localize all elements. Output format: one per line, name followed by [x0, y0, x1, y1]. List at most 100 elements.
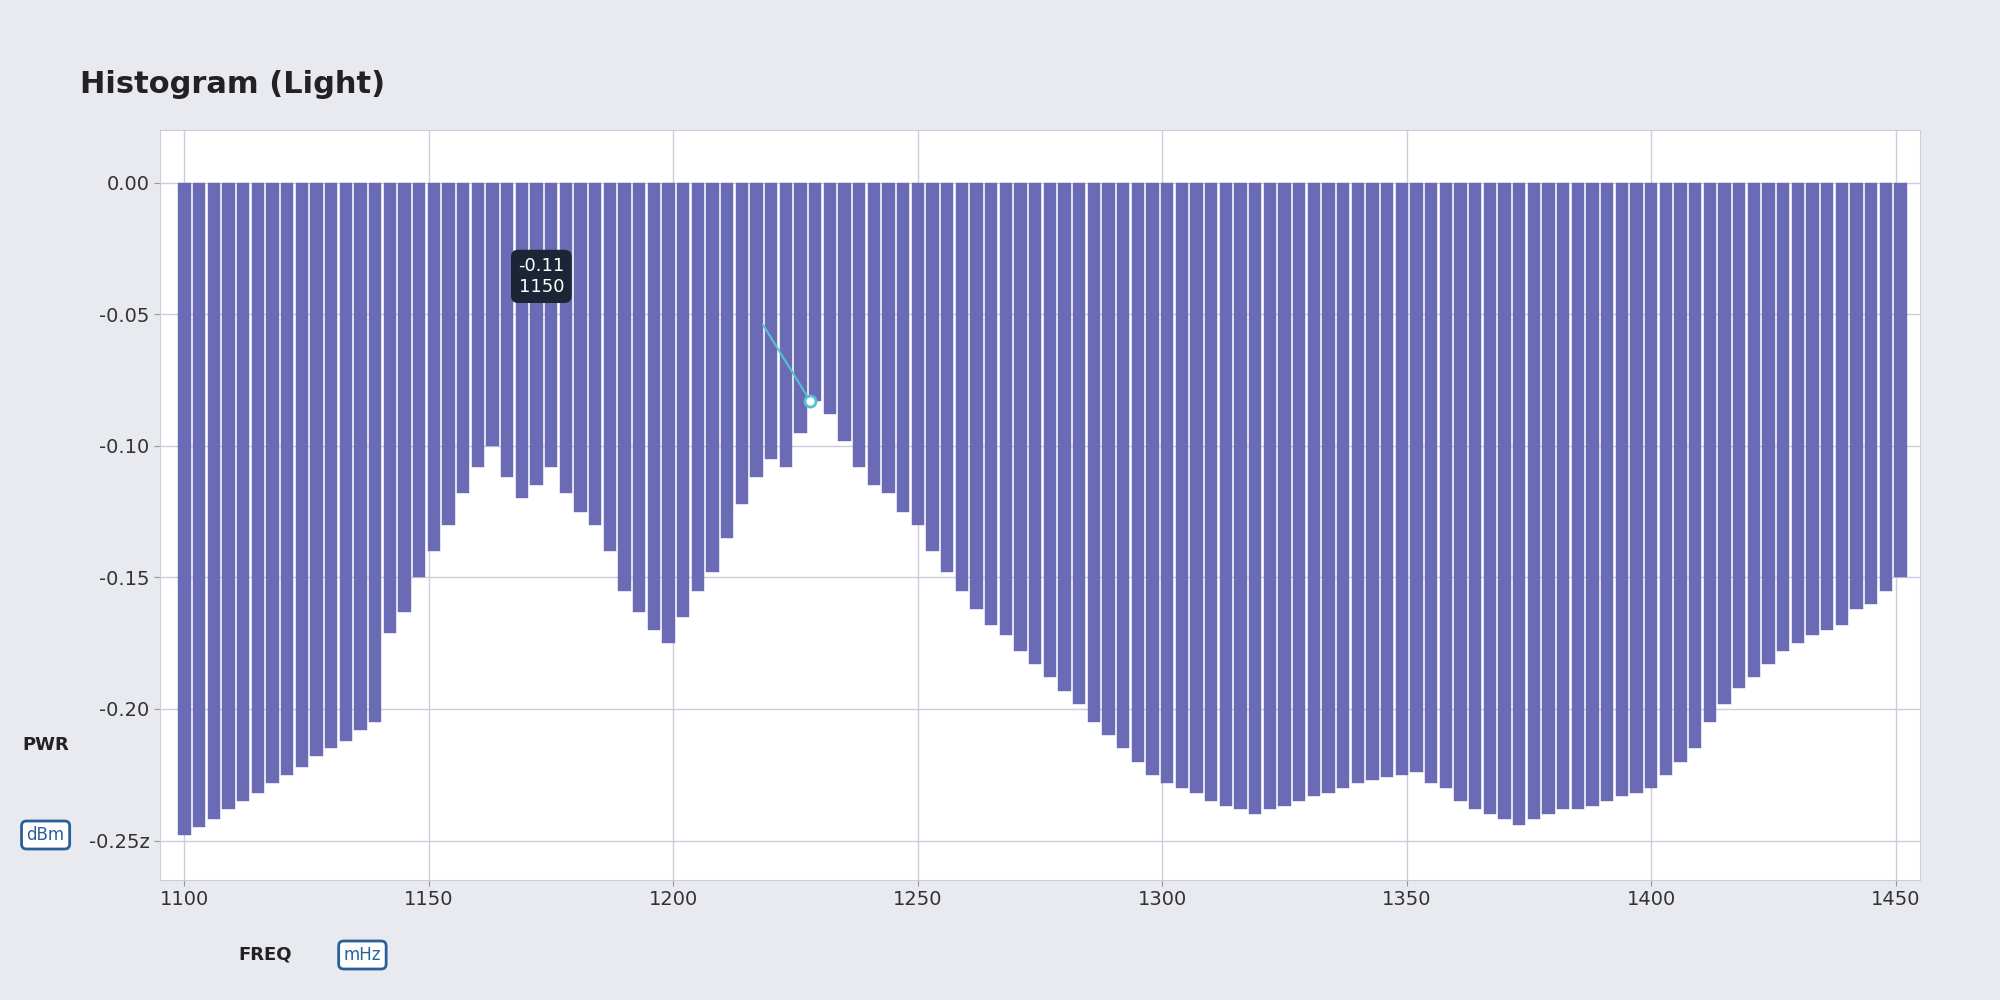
Bar [882, 183, 894, 493]
Text: dBm: dBm [26, 826, 64, 844]
Bar [1542, 183, 1554, 814]
Bar [838, 183, 850, 441]
Bar [780, 183, 792, 467]
Bar [926, 183, 938, 551]
Bar [208, 183, 220, 819]
Bar [1160, 183, 1174, 783]
Bar [456, 183, 470, 493]
Bar [516, 183, 528, 498]
Text: Histogram (Light): Histogram (Light) [80, 70, 386, 99]
Bar [1220, 183, 1232, 806]
Bar [340, 183, 352, 741]
Bar [1732, 183, 1746, 688]
Bar [384, 183, 396, 633]
Bar [1880, 183, 1892, 591]
Bar [1514, 183, 1526, 825]
Bar [706, 183, 718, 572]
Bar [942, 183, 954, 572]
Bar [178, 183, 190, 835]
Bar [1556, 183, 1570, 809]
Bar [442, 183, 454, 525]
Bar [238, 183, 250, 801]
Bar [266, 183, 278, 783]
Bar [1044, 183, 1056, 677]
Bar [1468, 183, 1482, 809]
Bar [398, 183, 410, 612]
Bar [1616, 183, 1628, 796]
Bar [1028, 183, 1042, 664]
Bar [574, 183, 586, 512]
Bar [1380, 183, 1394, 777]
Bar [1058, 183, 1070, 691]
Bar [560, 183, 572, 493]
Bar [662, 183, 674, 643]
Bar [912, 183, 924, 525]
Text: FREQ: FREQ [238, 946, 292, 964]
Bar [1864, 183, 1878, 604]
Bar [1572, 183, 1584, 809]
Bar [1088, 183, 1100, 722]
Bar [1292, 183, 1306, 801]
Bar [296, 183, 308, 767]
Bar [764, 183, 778, 459]
Bar [1806, 183, 1818, 635]
Bar [618, 183, 630, 591]
Bar [896, 183, 910, 512]
Bar [970, 183, 982, 609]
Bar [956, 183, 968, 591]
Bar [1778, 183, 1790, 651]
Bar [1644, 183, 1658, 788]
Bar [984, 183, 998, 625]
Bar [1484, 183, 1496, 814]
Bar [324, 183, 338, 748]
Bar [1674, 183, 1686, 762]
Bar [1850, 183, 1862, 609]
Bar [868, 183, 880, 485]
Bar [632, 183, 646, 612]
Bar [280, 183, 294, 775]
Bar [252, 183, 264, 793]
Bar [852, 183, 866, 467]
Text: PWR: PWR [22, 736, 68, 754]
Bar [1336, 183, 1350, 788]
Bar [1424, 183, 1438, 783]
Bar [1586, 183, 1598, 806]
Bar [1000, 183, 1012, 635]
Bar [472, 183, 484, 467]
Bar [1704, 183, 1716, 722]
Bar [808, 183, 822, 401]
Bar [1234, 183, 1246, 809]
Bar [1396, 183, 1408, 775]
Bar [414, 183, 426, 577]
Bar [1204, 183, 1218, 801]
Bar [1718, 183, 1730, 704]
Bar [354, 183, 366, 730]
Bar [530, 183, 542, 485]
Bar [1836, 183, 1848, 625]
Bar [1176, 183, 1188, 788]
Bar [1748, 183, 1760, 677]
Bar [1132, 183, 1144, 762]
Bar [1264, 183, 1276, 809]
Bar [1528, 183, 1540, 819]
Bar [1190, 183, 1202, 793]
Text: -0.11
1150: -0.11 1150 [518, 257, 564, 296]
Bar [720, 183, 734, 538]
Bar [1498, 183, 1510, 819]
Bar [1146, 183, 1158, 775]
Bar [750, 183, 762, 477]
Bar [428, 183, 440, 551]
Bar [736, 183, 748, 504]
Bar [1116, 183, 1130, 748]
Bar [1352, 183, 1364, 783]
Bar [1894, 183, 1906, 577]
Bar [1600, 183, 1614, 801]
Bar [648, 183, 660, 630]
Bar [794, 183, 806, 433]
Bar [1072, 183, 1086, 704]
Bar [1014, 183, 1026, 651]
Bar [1322, 183, 1334, 793]
Bar [692, 183, 704, 591]
Bar [1440, 183, 1452, 788]
Bar [222, 183, 234, 809]
